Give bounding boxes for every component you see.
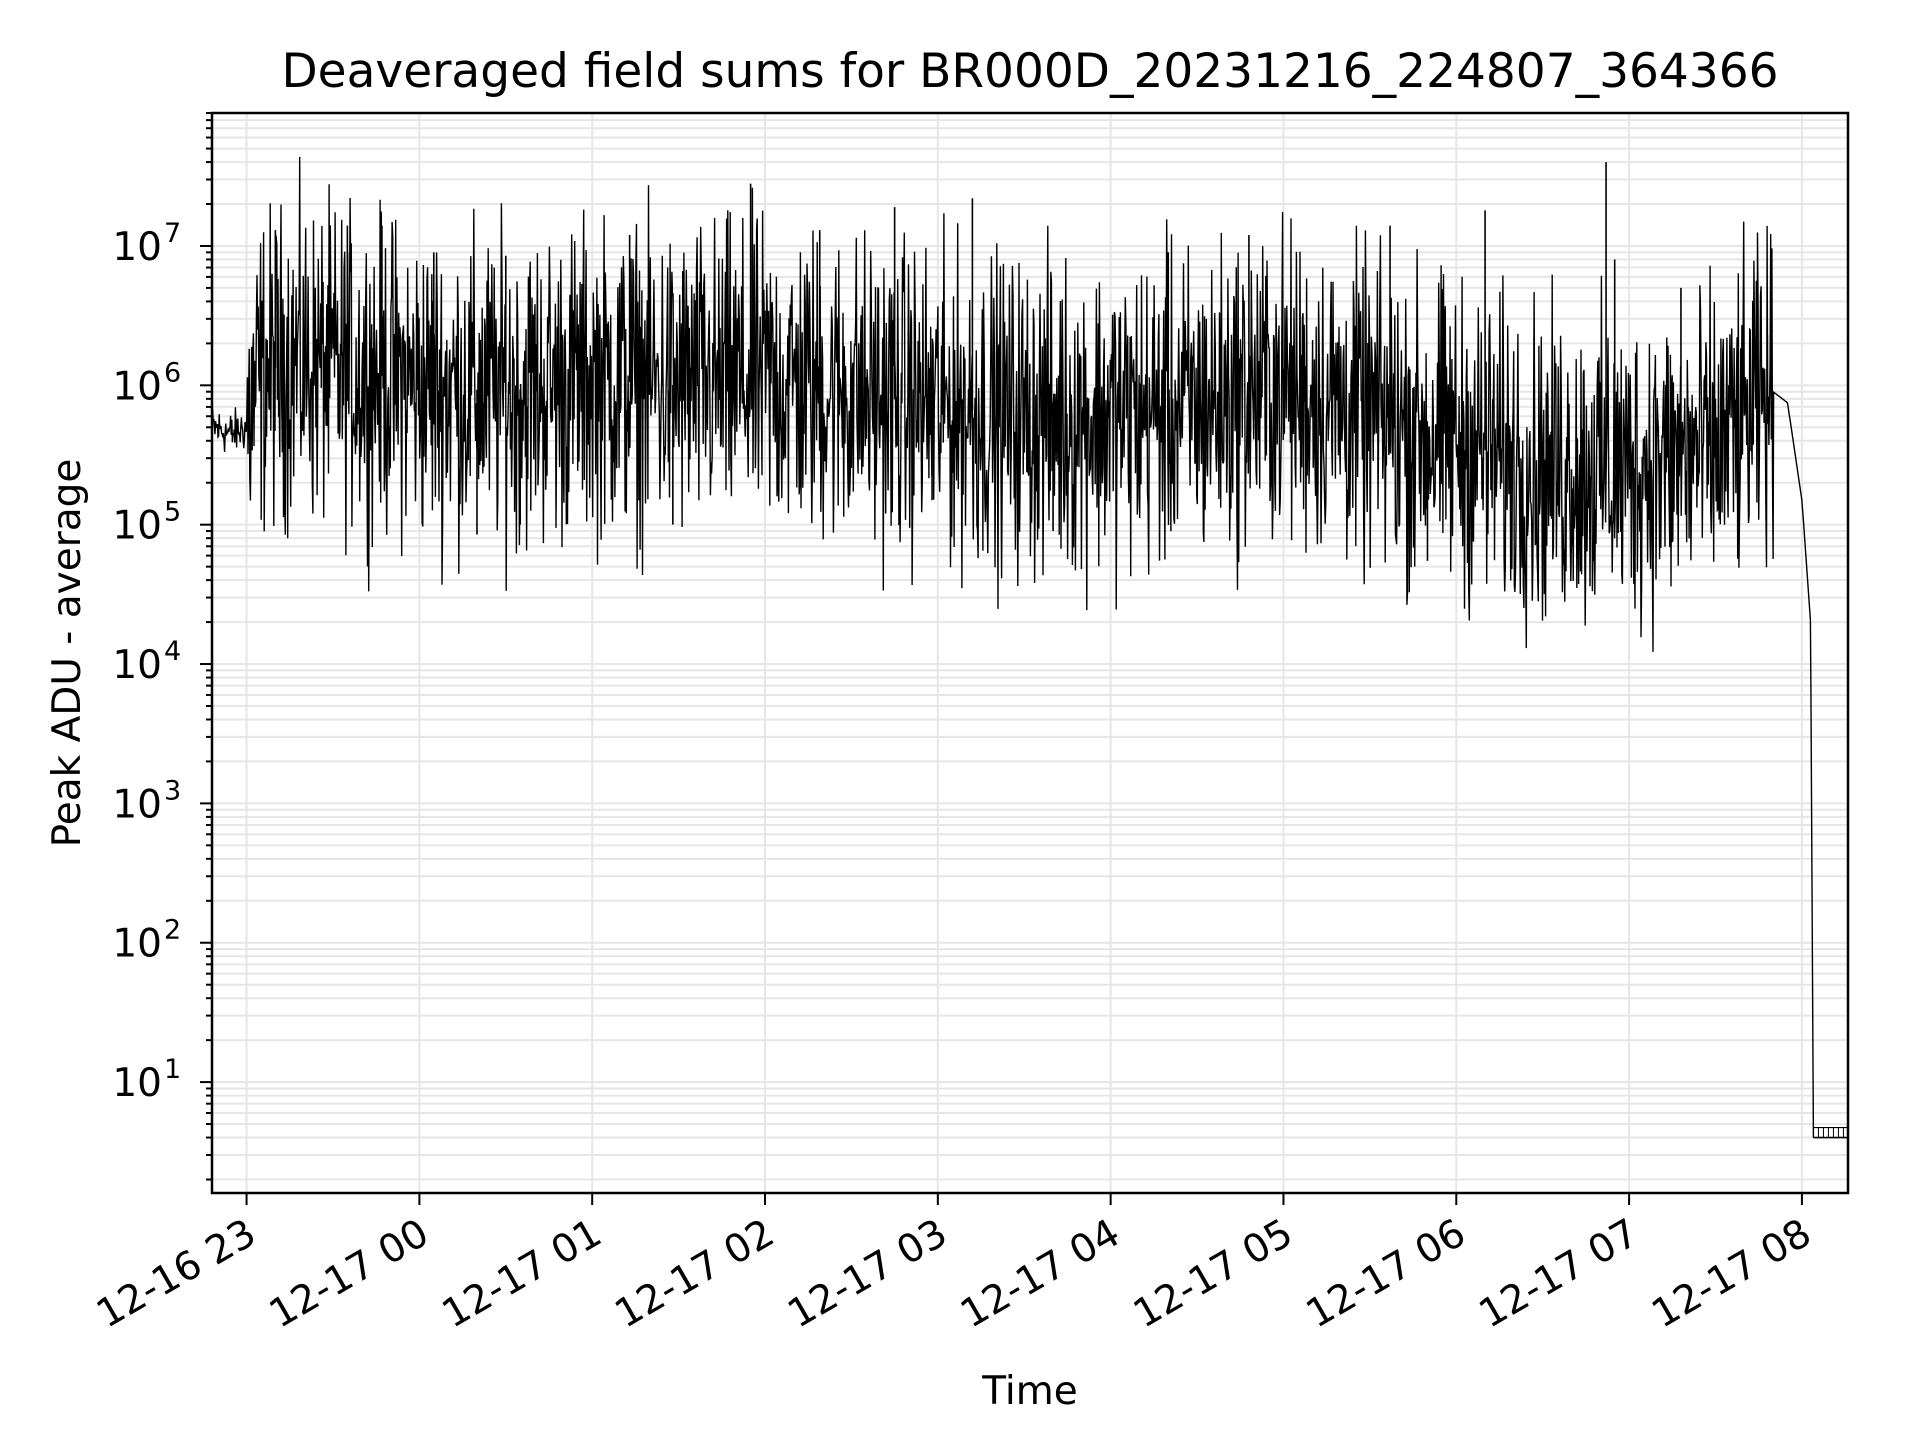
y-tick-label: 10 — [112, 504, 162, 549]
axis-ticks — [200, 112, 1803, 1205]
series-layer — [211, 156, 1848, 1139]
y-tick-exponent: 4 — [164, 636, 181, 667]
x-axis-label: Time — [981, 1369, 1077, 1414]
y-tick-label: 10 — [112, 782, 162, 827]
y-tick-exponent: 7 — [164, 218, 181, 249]
plot-area-frame — [210, 111, 1850, 1195]
y-tick-exponent: 5 — [164, 497, 181, 528]
y-tick-label: 10 — [112, 922, 162, 967]
chart-title: Deaveraged field sums for BR000D_2023121… — [281, 44, 1778, 99]
y-tick-exponent: 6 — [164, 357, 181, 388]
series-line — [211, 156, 1815, 1138]
y-tick-exponent: 1 — [164, 1054, 181, 1085]
y-tick-exponent: 3 — [164, 775, 181, 806]
y-tick-label: 10 — [112, 1061, 162, 1106]
y-tick-label: 10 — [112, 643, 162, 688]
y-tick-label: 10 — [112, 225, 162, 270]
y-tick-label: 10 — [112, 364, 162, 409]
y-axis-label: Peak ADU - average — [45, 459, 90, 848]
y-tick-exponent: 2 — [164, 915, 181, 946]
